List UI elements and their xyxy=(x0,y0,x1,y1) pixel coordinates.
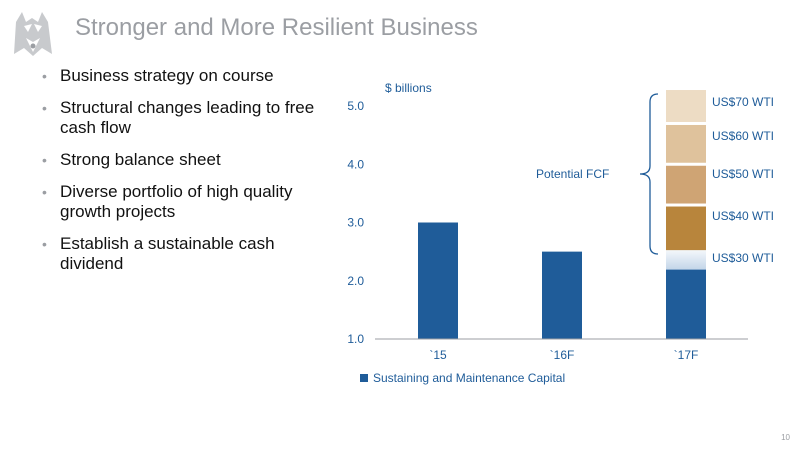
fcf-segment xyxy=(666,206,706,251)
wti-scenario-label: US$70 WTI xyxy=(712,95,774,109)
legend-label: Sustaining and Maintenance Capital xyxy=(373,371,565,385)
y-axis-label: $ billions xyxy=(385,81,432,95)
bar xyxy=(542,251,582,339)
y-tick-label: 5.0 xyxy=(347,99,364,113)
legend-swatch xyxy=(360,374,368,382)
bullet-dot-icon: • xyxy=(42,184,47,200)
fcf-label: Potential FCF xyxy=(536,167,609,181)
bullet-list: • Business strategy on course • Structural… xyxy=(40,66,330,286)
x-tick-label: `15 xyxy=(429,348,447,362)
fcf-brace xyxy=(639,93,659,255)
y-tick-label: 3.0 xyxy=(347,216,364,230)
fcf-segment xyxy=(666,90,706,122)
bullet-text: Establish a sustainable cash dividend xyxy=(60,234,275,273)
bullet-dot-icon: • xyxy=(42,152,47,168)
fcf-segment xyxy=(666,165,706,204)
y-tick-label: 1.0 xyxy=(347,332,364,346)
bullet-item: • Strong balance sheet xyxy=(40,150,330,170)
wti-scenario-label: US$60 WTI xyxy=(712,129,774,143)
wti-scenario-label: US$30 WTI xyxy=(712,251,774,265)
bullet-item: • Establish a sustainable cash dividend xyxy=(40,234,330,274)
bullet-text: Business strategy on course xyxy=(60,66,274,85)
bullet-dot-icon: • xyxy=(42,236,47,252)
bullet-item: • Diverse portfolio of high quality growt… xyxy=(40,182,330,222)
bar-solid xyxy=(666,269,706,339)
bar xyxy=(418,222,458,339)
x-tick-label: `16F xyxy=(550,348,575,362)
wti-scenario-label: US$50 WTI xyxy=(712,167,774,181)
bullet-text: Diverse portfolio of high quality growth… xyxy=(60,182,293,221)
bullet-text: Strong balance sheet xyxy=(60,150,221,169)
y-tick-label: 2.0 xyxy=(347,274,364,288)
bullet-item: • Business strategy on course xyxy=(40,66,330,86)
bullet-item: • Structural changes leading to free cash… xyxy=(40,98,330,138)
page-number: 10 xyxy=(781,433,790,442)
slide-title: Stronger and More Resilient Business xyxy=(75,14,478,41)
bullet-dot-icon: • xyxy=(42,100,47,116)
bullet-dot-icon: • xyxy=(42,68,47,84)
bullet-text: Structural changes leading to free cash … xyxy=(60,98,315,137)
husky-logo xyxy=(14,12,52,56)
x-tick-label: `17F xyxy=(674,348,699,362)
wti-scenario-label: US$40 WTI xyxy=(712,209,774,223)
y-tick-label: 4.0 xyxy=(347,157,364,171)
fcf-segment xyxy=(666,124,706,163)
